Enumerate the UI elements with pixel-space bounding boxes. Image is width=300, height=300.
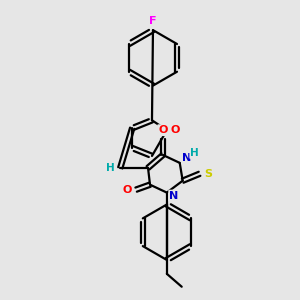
Text: N: N <box>169 190 178 201</box>
Text: S: S <box>205 169 212 179</box>
Text: F: F <box>149 16 157 26</box>
Text: O: O <box>122 184 132 195</box>
Text: N: N <box>182 153 191 163</box>
Text: O: O <box>170 125 179 135</box>
Text: O: O <box>158 125 168 135</box>
Text: H: H <box>106 163 115 173</box>
Text: H: H <box>190 148 199 158</box>
